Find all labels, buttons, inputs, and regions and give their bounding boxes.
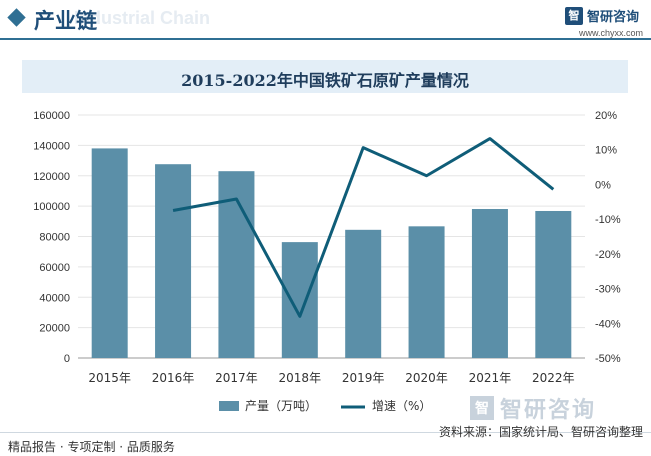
header: Industrial Chain 产业链 智 智研咨询 www.chyxx.co… xyxy=(0,0,651,38)
section-title: 产业链 xyxy=(34,9,97,33)
x-tick-label: 2016年 xyxy=(152,371,195,385)
y-right-tick-label: -20% xyxy=(595,249,621,261)
y-left-tick-label: 20000 xyxy=(39,323,70,335)
legend-bar-swatch xyxy=(219,401,239,411)
footer-divider xyxy=(0,432,651,433)
watermark-logo-icon: 智 xyxy=(470,396,494,420)
header-divider xyxy=(0,38,651,40)
bar xyxy=(345,229,382,358)
y-right-tick-label: 0% xyxy=(595,179,611,191)
y-left-tick-label: 120000 xyxy=(33,171,70,183)
y-right-tick-label: -40% xyxy=(595,318,621,330)
y-left-tick-label: 160000 xyxy=(33,110,70,122)
site-url[interactable]: www.chyxx.com xyxy=(578,28,643,38)
x-tick-label: 2020年 xyxy=(405,371,448,385)
x-tick-label: 2022年 xyxy=(532,371,575,385)
source-note: 资料来源：国家统计局、智研咨询整理 xyxy=(438,425,643,439)
y-left-tick-label: 100000 xyxy=(33,201,70,213)
y-right-tick-label: -50% xyxy=(595,353,621,365)
chart-title-bar: 2015-2022年中国铁矿石原矿产量情况 xyxy=(22,60,628,93)
y-right-tick-label: 20% xyxy=(595,110,617,122)
y-left-tick-label: 80000 xyxy=(39,232,70,244)
footer: 精品报告 · 专项定制 · 品质服务 资料来源：国家统计局、智研咨询整理 xyxy=(0,425,651,456)
y-left-tick-label: 140000 xyxy=(33,140,70,152)
x-tick-label: 2018年 xyxy=(279,371,322,385)
y-right-tick-label: -10% xyxy=(595,214,621,226)
logo-mark-icon: 智 xyxy=(565,6,583,25)
x-tick-label: 2019年 xyxy=(342,371,385,385)
growth-line xyxy=(172,137,555,318)
y-left-tick-label: 0 xyxy=(64,353,70,365)
bar xyxy=(535,210,572,358)
chart: 0 20000 40000 60000 80000 100000 120000 140000 1… xyxy=(33,110,621,413)
watermark-text: 智研咨询 xyxy=(500,398,597,423)
bar xyxy=(281,242,318,358)
legend-line-label: 增速（%） xyxy=(372,399,431,413)
bar xyxy=(471,209,508,358)
footer-tagline: 精品报告 · 专项定制 · 品质服务 xyxy=(8,440,175,454)
brand-logo[interactable]: 智 智研咨询 xyxy=(565,6,639,25)
y-right-tick-label: -30% xyxy=(595,284,621,296)
y-left-tick-label: 40000 xyxy=(39,292,70,304)
bar xyxy=(408,226,445,358)
y-right-tick-label: 10% xyxy=(595,145,617,157)
y-left-tick-label: 60000 xyxy=(39,262,70,274)
bar xyxy=(91,148,128,358)
x-tick-label: 2015年 xyxy=(88,371,131,385)
chart-title: 2015-2022年中国铁矿石原矿产量情况 xyxy=(181,71,469,90)
bottom-watermark: 智 智研咨询 xyxy=(470,392,596,424)
logo-text: 智研咨询 xyxy=(587,10,640,25)
diamond-icon xyxy=(7,8,26,27)
legend-bar-label: 产量（万吨） xyxy=(245,399,317,413)
x-tick-label: 2017年 xyxy=(215,371,258,385)
watermark-english: Industrial Chain xyxy=(74,8,211,28)
x-tick-label: 2021年 xyxy=(469,371,512,385)
bar xyxy=(155,164,192,358)
